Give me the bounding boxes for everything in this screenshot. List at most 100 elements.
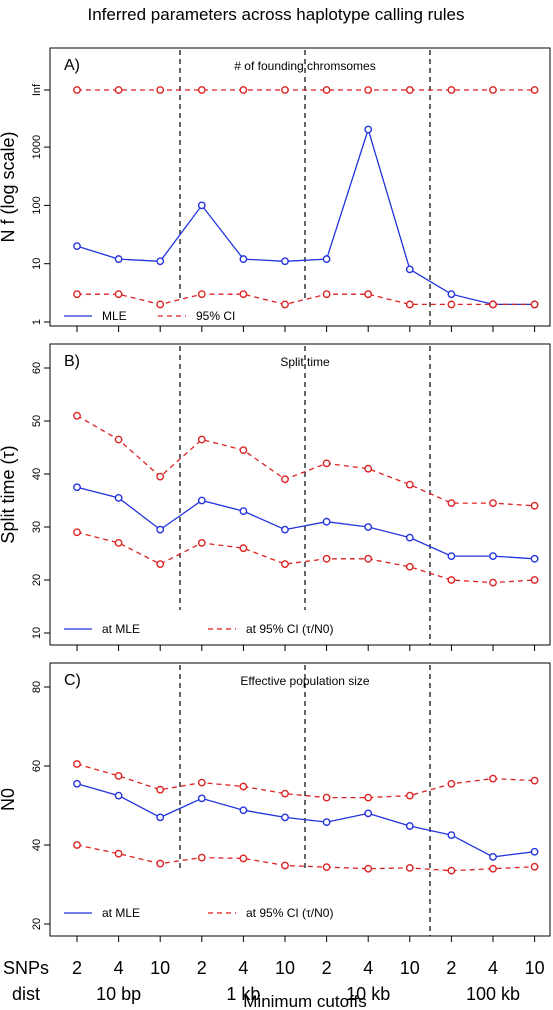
data-point <box>530 300 539 309</box>
legend-label-ci: 95% CI <box>196 309 235 323</box>
data-point <box>73 483 81 492</box>
panel-frame <box>49 662 551 937</box>
data-point <box>197 496 206 505</box>
data-point <box>405 86 414 94</box>
data-point <box>73 841 81 849</box>
panel-tag: C) <box>64 672 81 689</box>
data-point <box>530 847 539 856</box>
y-tick-label: 1000 <box>31 135 43 159</box>
data-point <box>322 517 331 526</box>
y-tick-label: Inf <box>31 83 43 96</box>
data-point <box>114 771 123 780</box>
data-point <box>447 831 456 840</box>
x-axis: SNPs dist 2 4 10 2 4 10 2 4 10 2 4 10 10 bp 1 kb 10 kb 10… <box>3 958 545 1010</box>
series-line-2 <box>76 415 535 507</box>
y-tick-label: 60 <box>31 760 43 772</box>
data-point <box>73 86 81 94</box>
data-point <box>156 525 165 534</box>
panels: A) # of founding chromsomes 1 10 100 1000 Inf N… <box>0 47 551 942</box>
data-point <box>405 300 414 309</box>
data-point <box>239 86 248 94</box>
data-point <box>239 507 248 515</box>
panel-1: A) # of founding chromsomes 1 10 100 1000 Inf N… <box>0 47 551 332</box>
data-point <box>114 849 123 858</box>
snps-tick-label: 10 <box>150 958 170 978</box>
data-point <box>239 782 248 791</box>
series-line-3 <box>76 844 535 872</box>
data-point <box>114 86 123 94</box>
data-point <box>405 480 414 489</box>
y-tick-label: 40 <box>31 468 43 480</box>
data-point <box>114 493 123 502</box>
data-point <box>156 300 165 309</box>
data-point <box>114 791 123 800</box>
snps-tick-label: 4 <box>114 958 124 978</box>
data-point <box>281 560 289 568</box>
y-tick-label: 20 <box>31 574 43 586</box>
y-tick-label: 100 <box>31 196 43 214</box>
data-point <box>489 86 497 94</box>
data-point <box>364 125 373 134</box>
snps-tick-label: 4 <box>238 958 248 978</box>
data-point <box>405 791 414 800</box>
data-point <box>530 501 539 510</box>
data-point <box>322 863 331 872</box>
snps-tick-label: 2 <box>197 958 207 978</box>
data-point <box>364 290 373 299</box>
data-point <box>447 300 456 309</box>
data-point <box>530 576 539 584</box>
series-line-2 <box>77 293 535 306</box>
data-point <box>489 499 497 508</box>
snps-tick-label: 4 <box>363 958 373 978</box>
data-point <box>73 242 81 251</box>
x-axis-label: Minimum cutoffs <box>243 992 366 1010</box>
data-point <box>281 525 289 534</box>
data-point <box>447 552 456 561</box>
panel-3: C) Effective population size 20 40 60 80 N0 at … <box>0 662 551 942</box>
data-point <box>447 290 456 299</box>
data-point <box>239 854 248 863</box>
legend-label-ci: at 95% CI (τ/N0) <box>246 622 333 636</box>
y-tick-label: 50 <box>31 415 43 427</box>
panel-frame <box>49 47 551 327</box>
data-point <box>197 778 206 787</box>
y-axis-label: N0 <box>0 788 18 811</box>
panel-subtitle: Split time <box>280 355 330 369</box>
dist-group-label: 100 kb <box>466 984 520 1004</box>
data-point <box>156 859 165 868</box>
data-point <box>114 255 123 263</box>
series-line-3 <box>76 531 535 584</box>
data-point <box>197 539 206 547</box>
snps-row-label: SNPs <box>3 958 49 978</box>
data-point <box>364 523 373 531</box>
data-point <box>73 760 81 768</box>
data-point <box>239 255 248 263</box>
data-point <box>156 785 165 794</box>
data-point <box>405 265 414 274</box>
legend-label-mle: MLE <box>102 309 127 323</box>
data-point <box>405 562 414 571</box>
data-point <box>281 257 289 266</box>
data-point <box>405 533 414 542</box>
data-point <box>364 864 373 873</box>
snps-tick-label: 2 <box>446 958 456 978</box>
data-point <box>322 290 331 299</box>
y-axis-label: N f (log scale) <box>0 131 18 242</box>
data-point <box>530 86 539 94</box>
data-point <box>73 411 81 420</box>
data-point <box>114 290 123 299</box>
data-point <box>281 813 289 822</box>
data-point <box>281 86 289 94</box>
data-point <box>489 852 497 861</box>
dist-row-label: dist <box>12 984 40 1004</box>
y-axis-label: Split time (τ) <box>0 445 18 543</box>
series-line-2 <box>76 763 535 799</box>
data-point <box>530 862 539 871</box>
data-point <box>197 794 206 803</box>
panel-subtitle: Effective population size <box>240 674 370 688</box>
data-point <box>156 257 165 266</box>
data-point <box>405 864 414 872</box>
legend-label-mle: at MLE <box>102 906 140 920</box>
data-point <box>156 813 165 822</box>
